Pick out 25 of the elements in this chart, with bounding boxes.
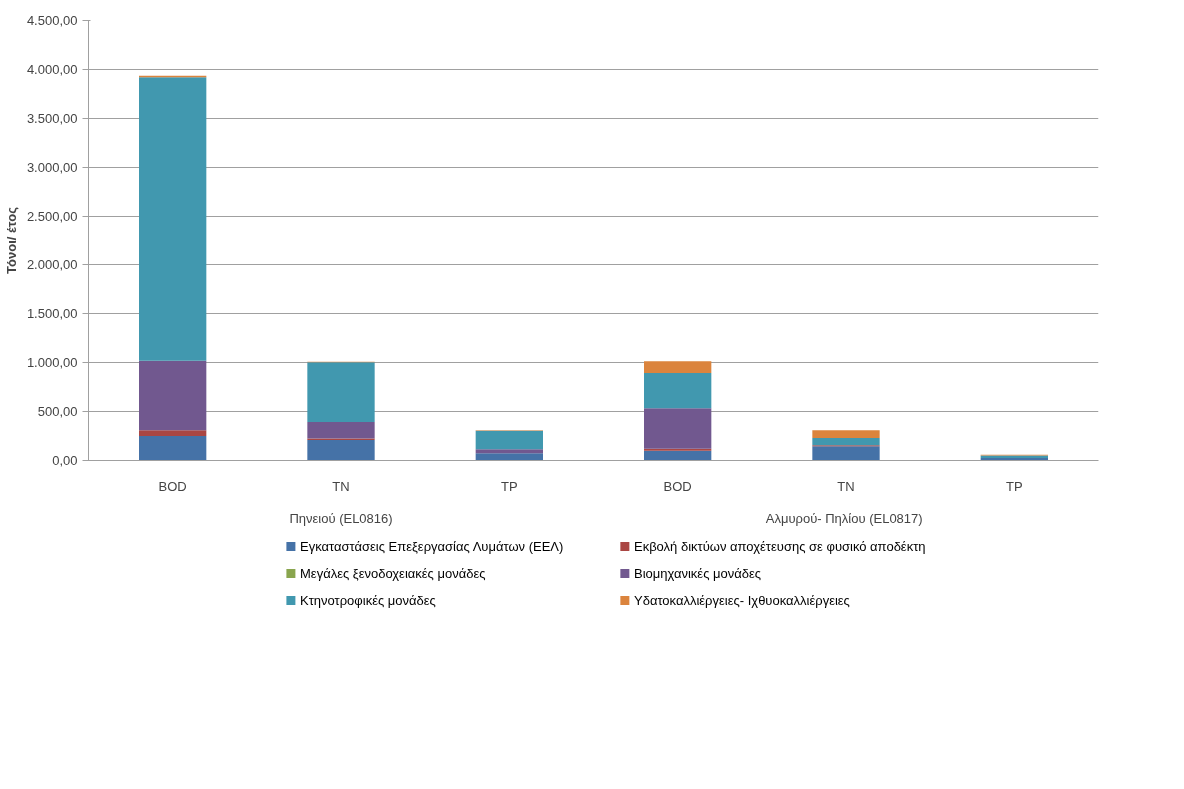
y-tick-label: 2.500,00 [26, 208, 78, 224]
legend-label: Εγκαταστάσεις Επεξεργασίας Λυμάτων (ΕΕΛ) [300, 539, 564, 554]
y-axis-title: Τόνοι/ έτος [3, 206, 19, 274]
x-tick-label: TN [332, 478, 350, 494]
y-tick-label: 4.000,00 [26, 61, 78, 77]
x-tick-label: TP [1006, 478, 1023, 494]
text: Αλμυρού- Πηλίου (EL0817) [765, 510, 923, 526]
y-tick-label: 1.000,00 [26, 355, 78, 371]
y-tick-label: 500,00 [37, 404, 78, 420]
y-tick-label: 1.500,00 [26, 306, 78, 322]
x-tick-label: TP [501, 478, 518, 494]
legend-label: Βιομηχανικές μονάδες [633, 566, 762, 581]
y-tick-label: 0,00 [52, 453, 78, 468]
y-tick-label: 3.500,00 [26, 110, 78, 126]
x-tick-label: BOD [663, 478, 692, 494]
y-tick-label: 4.500,00 [26, 13, 78, 28]
y-tick-label: 2.000,00 [26, 257, 78, 273]
y-tick-label: 3.000,00 [26, 159, 78, 175]
legend-label: Μεγάλες ξενοδοχειακές μονάδες [300, 566, 486, 581]
legend-label: Υδατοκαλλιέργειες- Ιχθυοκαλλιέργειες [633, 593, 850, 608]
text: Πηνειού (EL0816) [289, 510, 393, 526]
legend-label: Κτηνοτροφικές μονάδες [300, 593, 436, 608]
legend-label: Εκβολή δικτύων αποχέτευσης σε φυσικό αποδέκτη [633, 539, 926, 554]
x-tick-label: BOD [158, 478, 187, 494]
x-tick-label: TN [837, 478, 855, 494]
